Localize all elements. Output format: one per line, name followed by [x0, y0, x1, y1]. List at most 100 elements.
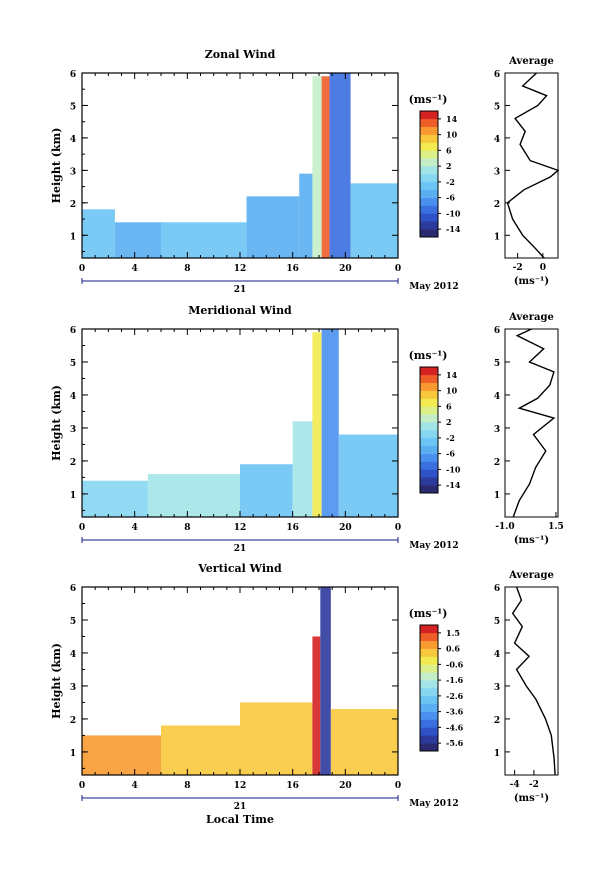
- avg-y-tick-label: 4: [494, 135, 500, 145]
- colorbar-swatch: [420, 406, 438, 415]
- colorbar-tick-label: -10: [446, 464, 461, 474]
- avg-y-tick-label: 1: [494, 749, 500, 759]
- x-tick-label: 8: [184, 264, 190, 274]
- heatmap-cell: [299, 173, 313, 258]
- average-title: Average: [508, 570, 554, 581]
- average-title: Average: [508, 312, 554, 323]
- y-axis-label: Height (km): [50, 643, 63, 719]
- colorbar-tick-label: 6: [446, 145, 452, 155]
- avg-y-tick-label: 3: [494, 683, 500, 693]
- colorbar-swatch: [420, 382, 438, 391]
- y-tick-label: 4: [70, 650, 76, 660]
- heatmap-cell: [338, 434, 398, 517]
- colorbar-swatch: [420, 422, 438, 431]
- colorbar-swatch: [420, 126, 438, 135]
- colorbar-swatch: [420, 672, 438, 681]
- y-tick-label: 6: [70, 326, 76, 336]
- x-tick-label: 0: [79, 523, 85, 533]
- y-tick-label: 1: [70, 491, 76, 501]
- x-tick-label: 0: [395, 523, 401, 533]
- day-label: 21: [234, 802, 247, 812]
- avg-y-tick-label: 4: [494, 392, 500, 402]
- y-tick-label: 3: [70, 167, 76, 177]
- panel-title: Vertical Wind: [197, 562, 282, 575]
- avg-x-tick-label: 0: [540, 263, 546, 273]
- y-axis-label: Height (km): [50, 128, 63, 204]
- colorbar-tick-label: 14: [446, 114, 458, 124]
- colorbar-frame: [419, 110, 439, 238]
- colorbar-swatch: [420, 695, 438, 705]
- x-tick-label: 20: [339, 781, 352, 791]
- x-tick-label: 0: [395, 781, 401, 791]
- colorbar-tick-label: -0.6: [446, 659, 464, 669]
- x-tick-label: 0: [79, 264, 85, 274]
- panel-title: Zonal Wind: [205, 48, 276, 61]
- colorbar-swatch: [420, 477, 438, 486]
- colorbar-swatch: [420, 469, 438, 478]
- average-profile-line: [511, 586, 556, 776]
- y-axis-label: Height (km): [50, 385, 63, 461]
- heatmap-cell: [240, 464, 293, 517]
- avg-unit-label: (ms⁻¹): [514, 535, 549, 546]
- colorbar-tick-label: 14: [446, 370, 458, 380]
- colorbar-swatch: [420, 625, 438, 634]
- colorbar-tick-label: -2.6: [446, 691, 464, 701]
- colorbar-swatch: [420, 158, 438, 167]
- avg-y-tick-label: 5: [494, 102, 500, 112]
- colorbar-swatch: [420, 174, 438, 183]
- colorbar-swatch: [420, 142, 438, 151]
- date-label: May 2012: [409, 541, 458, 551]
- avg-y-tick-label: 3: [494, 425, 500, 435]
- day-label: 21: [234, 285, 247, 295]
- avg-y-tick-label: 6: [494, 70, 500, 80]
- avg-y-tick-label: 1: [494, 232, 500, 242]
- avg-y-tick-label: 4: [494, 650, 500, 660]
- colorbar-tick-label: -5.6: [446, 738, 464, 748]
- heatmap-cell: [350, 183, 398, 258]
- colorbar-tick-label: 6: [446, 401, 452, 411]
- heatmap-cell: [312, 636, 321, 775]
- colorbar-swatch: [420, 485, 438, 494]
- x-tick-label: 0: [395, 264, 401, 274]
- x-tick-label: 20: [339, 523, 352, 533]
- x-tick-label: 16: [286, 523, 299, 533]
- colorbar-swatch: [420, 688, 438, 697]
- colorbar-tick-label: -1.6: [446, 675, 464, 685]
- x-tick-label: 12: [234, 781, 247, 791]
- colorbar-swatch: [420, 430, 438, 439]
- y-tick-label: 5: [70, 102, 76, 112]
- colorbar-tick-label: -4.6: [446, 722, 464, 732]
- avg-x-tick-label: -1.0: [495, 522, 514, 532]
- heatmap-cell: [330, 709, 398, 775]
- colorbar-swatch: [420, 111, 438, 120]
- y-tick-label: 3: [70, 425, 76, 435]
- colorbar-unit-label: (ms⁻¹): [409, 93, 448, 106]
- avg-unit-label: (ms⁻¹): [514, 276, 549, 287]
- colorbar-swatch: [420, 461, 438, 470]
- heatmap-cell: [161, 222, 247, 258]
- heatmap-cell: [321, 329, 339, 517]
- average-title: Average: [508, 56, 554, 67]
- y-tick-label: 2: [70, 716, 76, 726]
- colorbar-swatch: [420, 374, 438, 384]
- date-label: May 2012: [409, 282, 458, 292]
- colorbar-frame: [419, 366, 439, 494]
- avg-y-tick-label: 6: [494, 326, 500, 336]
- colorbar-swatch: [420, 414, 438, 423]
- avg-x-tick-label: 1.5: [548, 522, 564, 532]
- colorbar-swatch: [420, 166, 438, 175]
- x-tick-label: 4: [132, 264, 138, 274]
- colorbar-swatch: [420, 213, 438, 222]
- colorbar-tick-label: -14: [446, 480, 461, 490]
- date-label: May 2012: [409, 799, 458, 809]
- colorbar-swatch: [420, 656, 438, 665]
- colorbar-swatch: [420, 398, 438, 407]
- colorbar-tick-label: -6: [446, 449, 455, 459]
- average-profile-line: [506, 72, 560, 259]
- colorbar-swatch: [420, 640, 438, 649]
- avg-x-tick-label: -2: [513, 263, 523, 273]
- heatmap-cell: [312, 332, 322, 517]
- x-tick-label: 8: [184, 781, 190, 791]
- y-tick-label: 6: [70, 584, 76, 594]
